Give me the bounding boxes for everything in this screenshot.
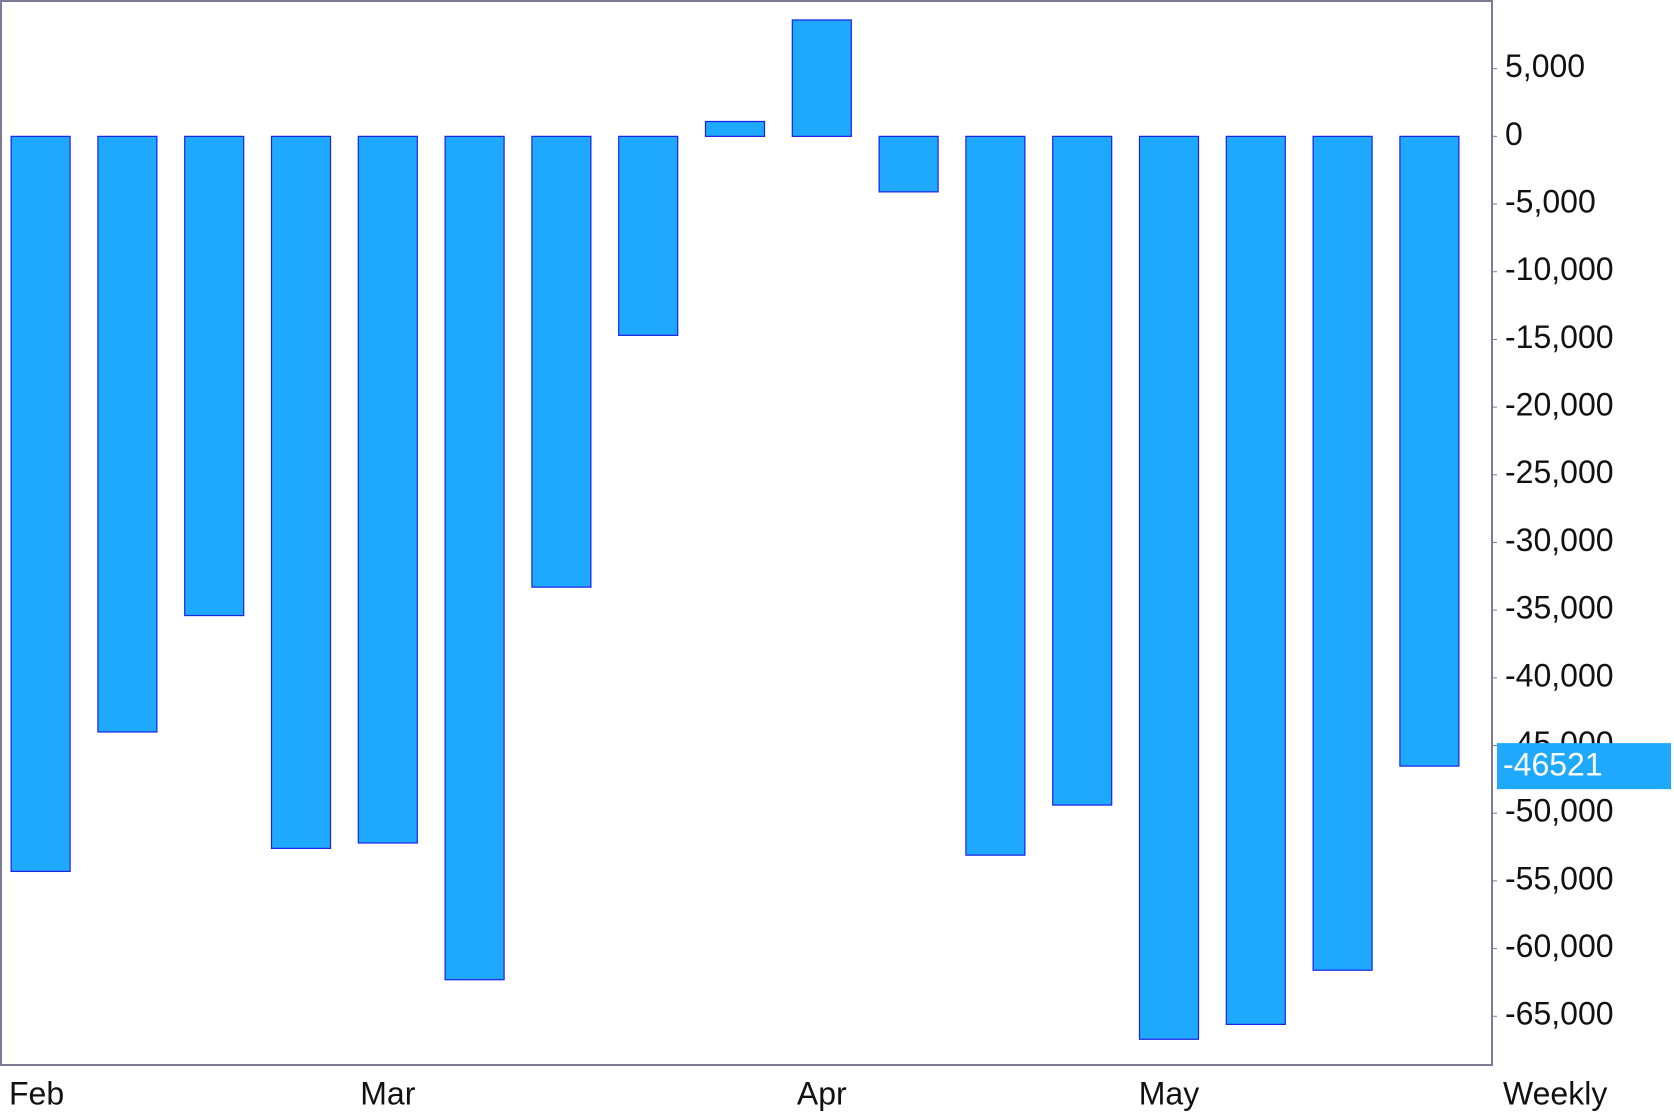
last-value-badge [1497, 743, 1671, 790]
last-value-label: -46521 [1503, 747, 1603, 783]
bar [878, 135, 939, 193]
y-tick-label: -35,000 [1505, 590, 1614, 626]
bar [704, 120, 766, 137]
y-tick-label: -60,000 [1505, 928, 1614, 964]
bar [357, 135, 418, 844]
bar [1138, 135, 1200, 1040]
y-tick-label: -10,000 [1505, 251, 1614, 287]
y-tick-label: -65,000 [1505, 996, 1614, 1032]
y-tick-label: -5,000 [1505, 184, 1596, 220]
bar [1312, 135, 1373, 971]
x-tick-label: Apr [797, 1075, 847, 1111]
bar [965, 135, 1026, 856]
bar [97, 135, 158, 733]
bar [791, 19, 852, 137]
bar [1052, 135, 1113, 806]
y-tick-label: -50,000 [1505, 793, 1614, 829]
bar [184, 135, 245, 617]
y-tick-label: -20,000 [1505, 387, 1614, 423]
periodicity-label: Weekly [1503, 1075, 1607, 1111]
x-tick-label: May [1139, 1075, 1199, 1111]
bar [618, 135, 679, 336]
y-tick-label: -25,000 [1505, 454, 1614, 490]
bar [531, 135, 592, 588]
x-tick-label: Feb [9, 1075, 64, 1111]
bar [1399, 135, 1460, 767]
y-tick-label: -15,000 [1505, 319, 1614, 355]
y-tick-label: -55,000 [1505, 860, 1614, 896]
bar [444, 135, 505, 981]
y-tick-label: 5,000 [1505, 48, 1585, 84]
bar [270, 135, 332, 850]
x-tick-label: Mar [360, 1075, 415, 1111]
y-tick-label: 0 [1505, 116, 1523, 152]
y-tick-label: -40,000 [1505, 657, 1614, 693]
bar [1225, 135, 1286, 1025]
y-tick-label: -30,000 [1505, 522, 1614, 558]
bar [10, 135, 71, 873]
